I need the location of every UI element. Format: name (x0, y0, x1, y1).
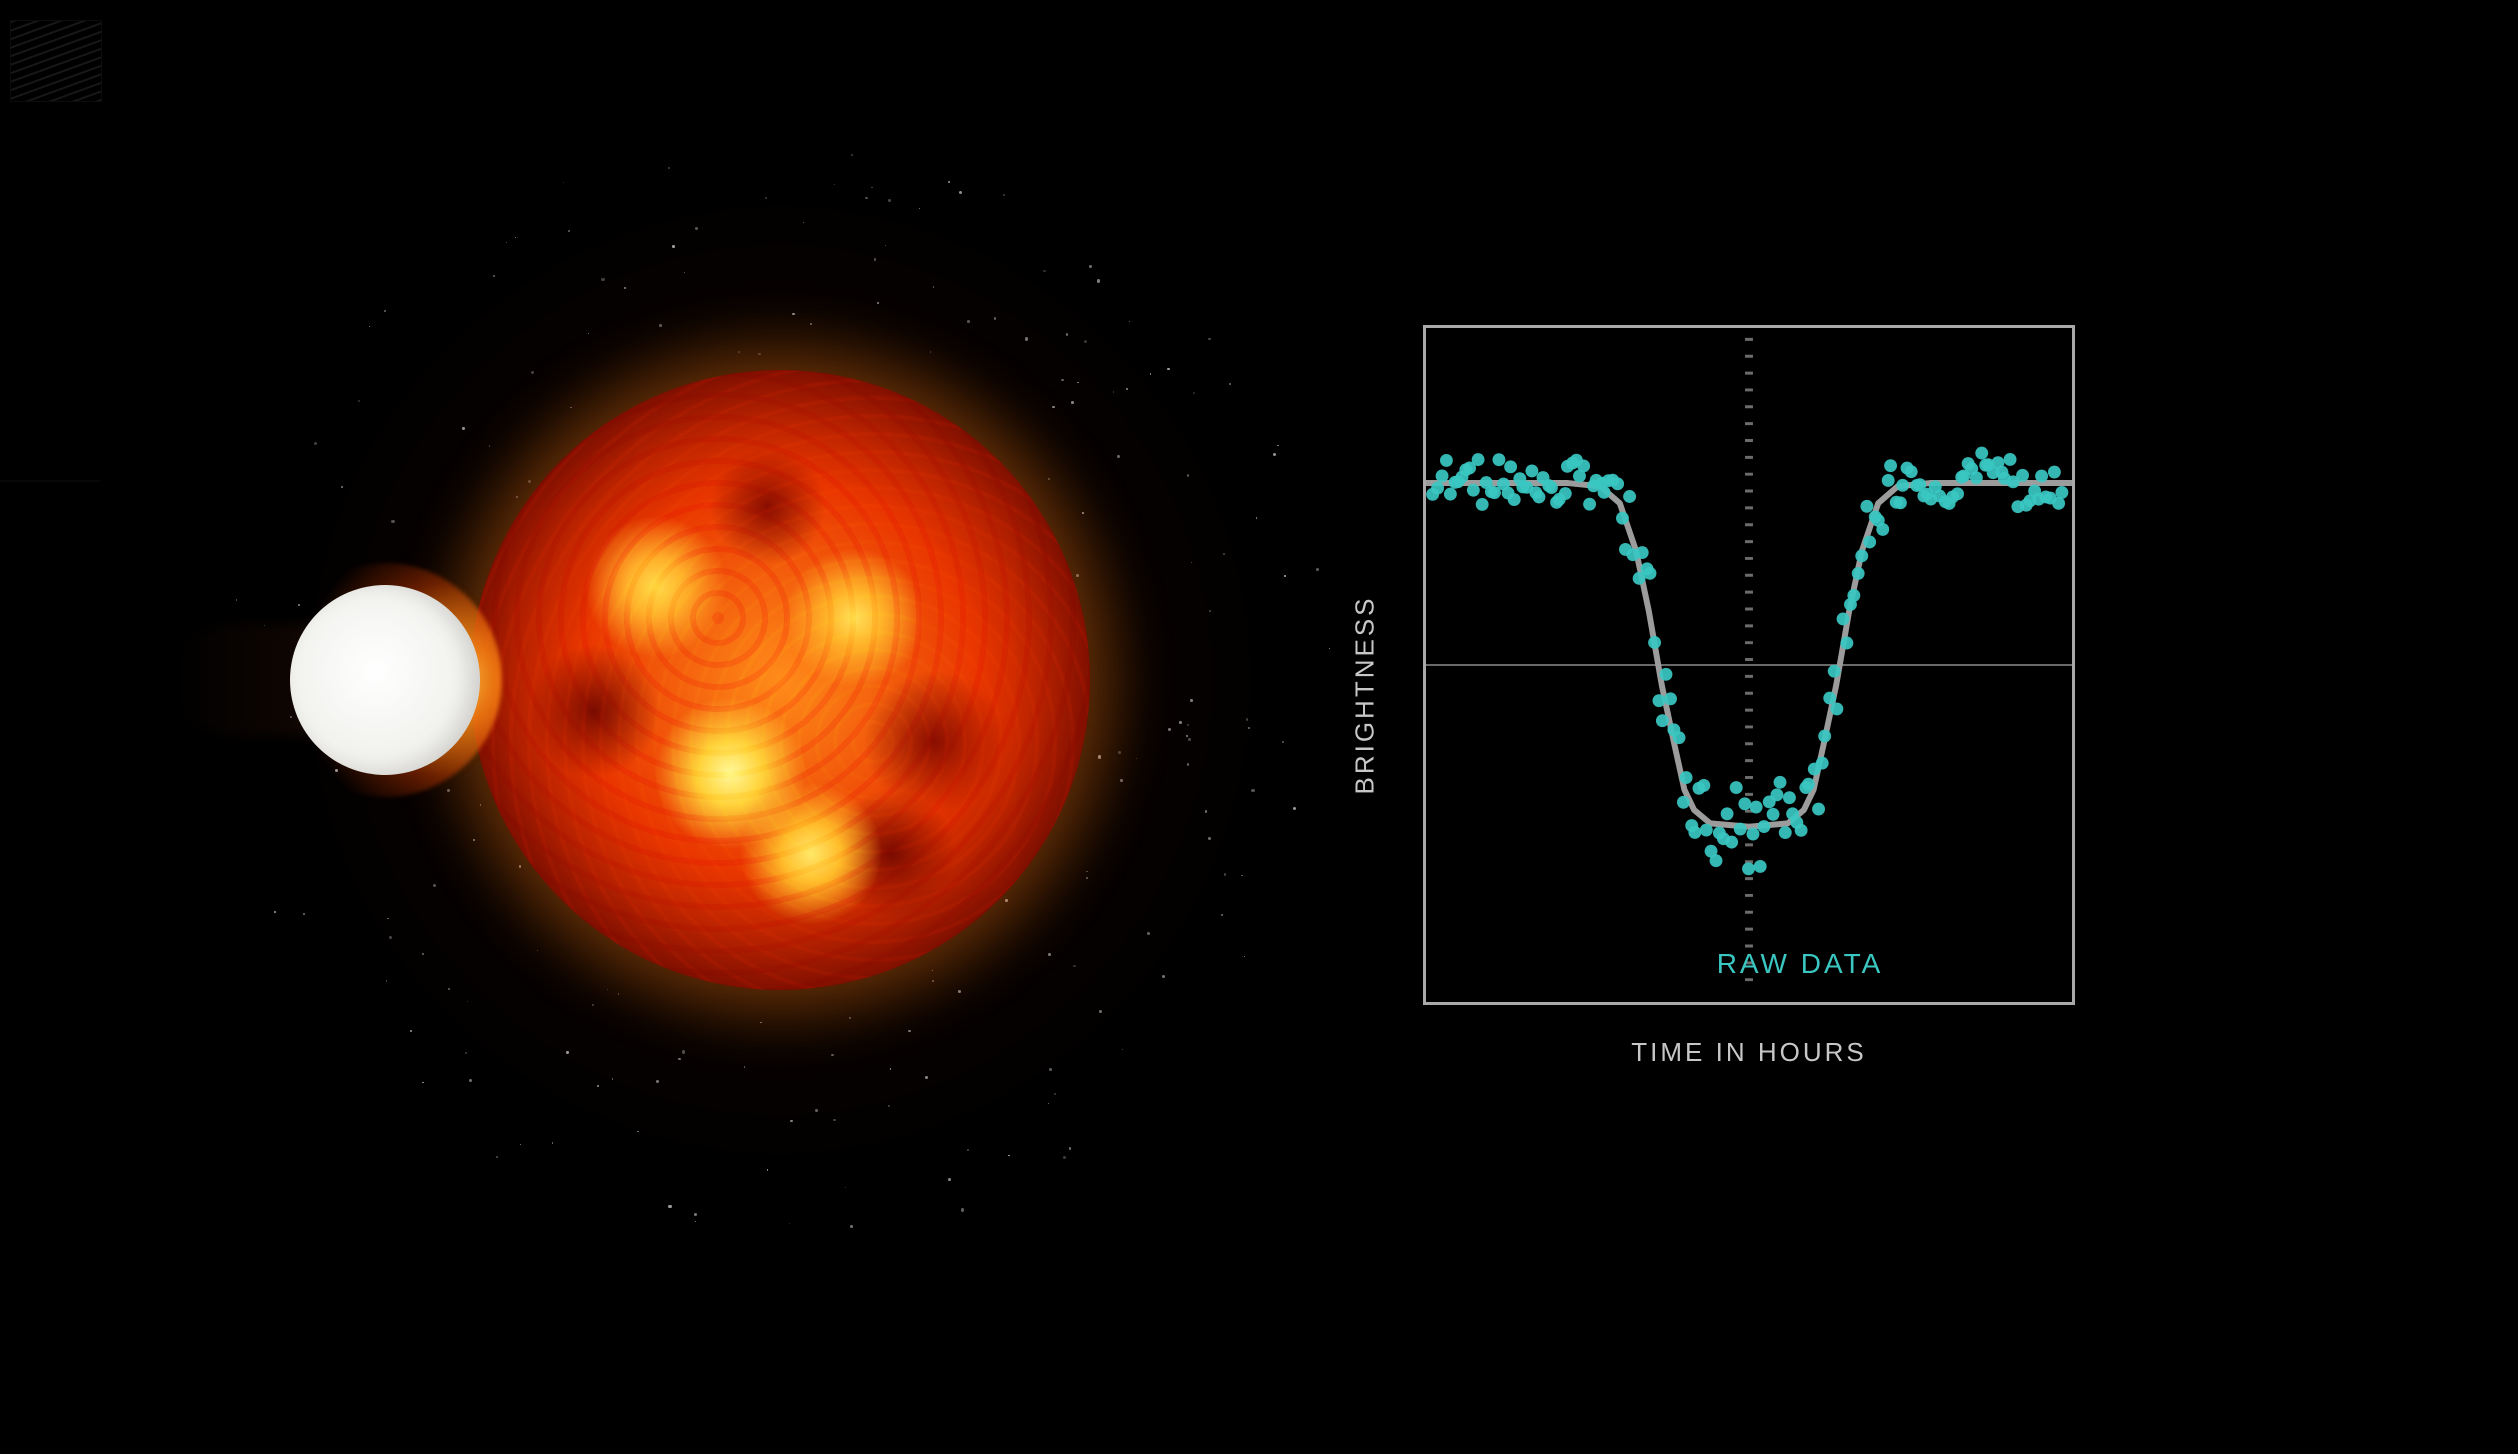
planet-rim-glow (268, 563, 502, 797)
planet-trail (170, 625, 370, 735)
corner-artifact (0, 0, 120, 500)
star-body (470, 370, 1090, 990)
star-halo (290, 190, 1270, 1170)
x-axis-label: TIME IN HOURS (1423, 1037, 2075, 1068)
star-illustration (470, 370, 1090, 990)
stage: BRIGHTNESS RAW DATA TIME IN HOURS (0, 0, 2518, 1454)
chart-svg (1426, 328, 2072, 1002)
y-axis-label: BRIGHTNESS (1350, 595, 1381, 794)
transit-light-curve-chart: BRIGHTNESS RAW DATA TIME IN HOURS (1375, 325, 2075, 1065)
chart-legend-label: RAW DATA (1474, 948, 2126, 980)
chart-plot-area: RAW DATA (1423, 325, 2075, 1005)
starfield (210, 110, 1350, 1250)
transiting-planet (290, 585, 480, 775)
planet-body (290, 585, 480, 775)
